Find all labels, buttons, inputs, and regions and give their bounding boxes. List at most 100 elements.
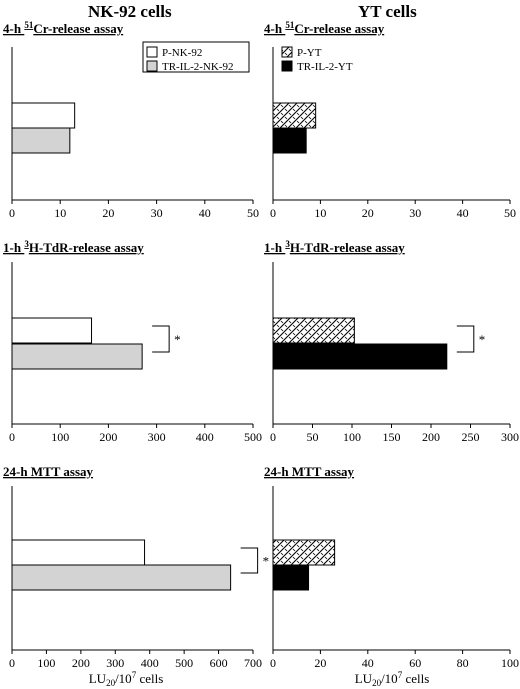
panel-title-pre: 4-h — [3, 21, 24, 36]
x-tick-label: 300 — [148, 430, 166, 444]
x-tick-label: 20 — [102, 206, 114, 220]
panel-title-pre: 1-h — [264, 240, 285, 255]
legend-label: P-YT — [297, 47, 322, 59]
panel-title-sup: 51 — [285, 20, 295, 30]
x-tick-label: 30 — [409, 206, 421, 220]
significance-bracket — [152, 325, 170, 353]
x-tick-label: 500 — [175, 656, 193, 670]
x-axis-label: LU20/107 cells — [89, 670, 164, 688]
x-tick-label: 300 — [106, 656, 124, 670]
x-tick-label: 400 — [141, 656, 159, 670]
panel-title-post: H-TdR-release assay — [290, 240, 405, 255]
bar-tr-il-2-yt — [272, 564, 310, 591]
legend-swatch — [146, 60, 158, 72]
x-tick-label: 20 — [362, 206, 374, 220]
legend-swatch — [281, 60, 293, 72]
x-axis-label-sup: 7 — [132, 670, 137, 680]
x-tick-label: 500 — [244, 430, 262, 444]
x-axis-label: LU20/107 cells — [355, 670, 430, 688]
panel-title-post: Cr-release assay — [33, 21, 123, 36]
x-tick-label: 0 — [270, 656, 276, 670]
x-tick-label: 100 — [37, 656, 55, 670]
header-yt: YT cells — [358, 2, 417, 21]
panel-title-sup: 51 — [24, 20, 34, 30]
x-tick-label: 200 — [99, 430, 117, 444]
bar-p-nk-92 — [11, 317, 93, 344]
x-tick-label: 100 — [51, 430, 69, 444]
legend-swatch — [281, 46, 293, 58]
panel-title-pre: 4-h — [264, 21, 285, 36]
chart-panel: 4-h 51Cr-release assay 0 10 20 30 40 50 P-NK-92… — [3, 20, 259, 220]
x-tick-label: 200 — [422, 430, 440, 444]
x-tick-label: 10 — [314, 206, 326, 220]
x-axis-label-sub: 20 — [106, 678, 116, 688]
x-tick-label: 40 — [362, 656, 374, 670]
x-tick-label: 200 — [72, 656, 90, 670]
panel-title-sup: 3 — [285, 239, 290, 249]
x-tick-label: 50 — [307, 430, 319, 444]
panel-title: 4-h 51Cr-release assay — [3, 20, 124, 36]
x-tick-label: 100 — [343, 430, 361, 444]
x-tick-label: 0 — [270, 430, 276, 444]
panel-title: 24-h MTT assay — [3, 464, 94, 479]
x-tick-label: 40 — [199, 206, 211, 220]
bar-tr-il-2-nk-92 — [11, 564, 232, 591]
x-tick-label: 400 — [196, 430, 214, 444]
x-tick-label: 0 — [9, 206, 15, 220]
x-tick-label: 10 — [54, 206, 66, 220]
x-tick-label: 100 — [501, 656, 519, 670]
x-tick-label: 0 — [9, 430, 15, 444]
bar-p-nk-92 — [11, 539, 146, 566]
x-tick-label: 30 — [151, 206, 163, 220]
x-tick-label: 0 — [270, 206, 276, 220]
panel-title: 24-h MTT assay — [264, 464, 355, 479]
bar-p-nk-92 — [11, 102, 76, 129]
x-axis-label-main: LU — [355, 671, 373, 686]
legend-label: TR-IL-2-NK-92 — [162, 61, 233, 73]
x-tick-label: 0 — [9, 656, 15, 670]
panel-title-sup: 3 — [24, 239, 29, 249]
panel-title-pre: 24-h MTT assay — [264, 464, 355, 479]
x-axis-label-tail: cells — [402, 671, 429, 686]
bar-tr-il-2-nk-92 — [11, 343, 143, 370]
chart-panel: 1-h 3H-TdR-release assay 0 100 200 300 400 500… — [3, 239, 262, 444]
significance-star: * — [263, 554, 270, 569]
panel-title-pre: 24-h MTT assay — [3, 464, 94, 479]
x-tick-label: 20 — [314, 656, 326, 670]
legend-label: P-NK-92 — [162, 47, 202, 59]
x-tick-label: 40 — [457, 206, 469, 220]
x-tick-label: 250 — [462, 430, 480, 444]
chart-panel: 4-h 51Cr-release assay 0 10 20 30 40 50 P-YT TR-… — [264, 20, 516, 220]
x-axis-label-sub: 20 — [372, 678, 382, 688]
x-axis-label-rest: /10 — [115, 671, 132, 686]
bar-tr-il-2-nk-92 — [11, 127, 71, 154]
bar-tr-il-2-yt — [272, 343, 448, 370]
legend: P-NK-92 TR-IL-2-NK-92 — [142, 41, 250, 73]
x-axis-label-main: LU — [89, 671, 107, 686]
bar-p-yt — [272, 317, 355, 344]
x-axis-label-rest: /10 — [381, 671, 398, 686]
x-tick-label: 600 — [210, 656, 228, 670]
x-tick-label: 50 — [247, 206, 259, 220]
x-tick-label: 50 — [504, 206, 516, 220]
bar-p-yt — [272, 102, 317, 129]
x-tick-label: 80 — [457, 656, 469, 670]
x-axis-label-tail: cells — [136, 671, 163, 686]
legend-swatch — [146, 46, 158, 58]
bar-p-yt — [272, 539, 336, 566]
bar-tr-il-2-yt — [272, 127, 307, 154]
panel-title: 1-h 3H-TdR-release assay — [264, 239, 405, 255]
legend-label: TR-IL-2-YT — [297, 61, 353, 73]
panel-title-pre: 1-h — [3, 240, 24, 255]
panel-title: 4-h 51Cr-release assay — [264, 20, 385, 36]
panel-title-post: Cr-release assay — [294, 21, 384, 36]
significance-bracket — [240, 547, 259, 574]
significance-star: * — [174, 332, 181, 347]
significance-star: * — [479, 332, 486, 347]
chart-panel: 24-h MTT assay 0 20 40 60 80 100 — [264, 464, 519, 670]
header-nk92: NK-92 cells — [88, 2, 172, 21]
panel-title-post: H-TdR-release assay — [29, 240, 144, 255]
significance-bracket — [456, 325, 475, 353]
